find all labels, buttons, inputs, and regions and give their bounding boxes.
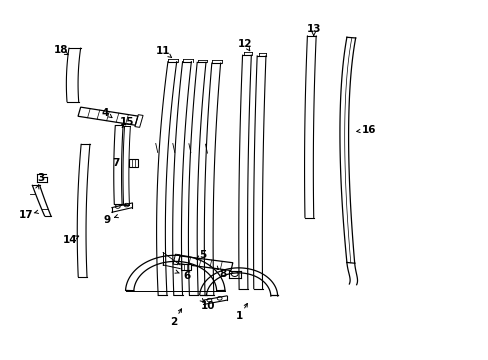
Text: 6: 6 — [183, 271, 190, 281]
Text: 7: 7 — [112, 158, 120, 168]
Text: 14: 14 — [62, 235, 77, 245]
Text: 9: 9 — [103, 215, 110, 225]
Bar — [181, 264, 190, 270]
Text: 16: 16 — [361, 125, 375, 135]
Text: 2: 2 — [170, 317, 177, 327]
Text: 1: 1 — [236, 311, 243, 321]
Bar — [178, 256, 232, 270]
Bar — [78, 107, 138, 125]
Bar — [135, 115, 143, 127]
Text: 11: 11 — [156, 46, 170, 56]
Bar — [129, 159, 138, 167]
Text: 17: 17 — [19, 210, 33, 220]
Text: 18: 18 — [53, 45, 68, 55]
Text: 15: 15 — [120, 117, 135, 127]
Text: 5: 5 — [199, 250, 206, 260]
Text: 3: 3 — [37, 173, 44, 183]
Text: 4: 4 — [102, 108, 109, 118]
Text: 8: 8 — [219, 269, 226, 279]
Text: 12: 12 — [238, 40, 252, 49]
Text: 13: 13 — [306, 24, 320, 35]
Text: 10: 10 — [201, 301, 215, 311]
Bar — [173, 254, 180, 265]
